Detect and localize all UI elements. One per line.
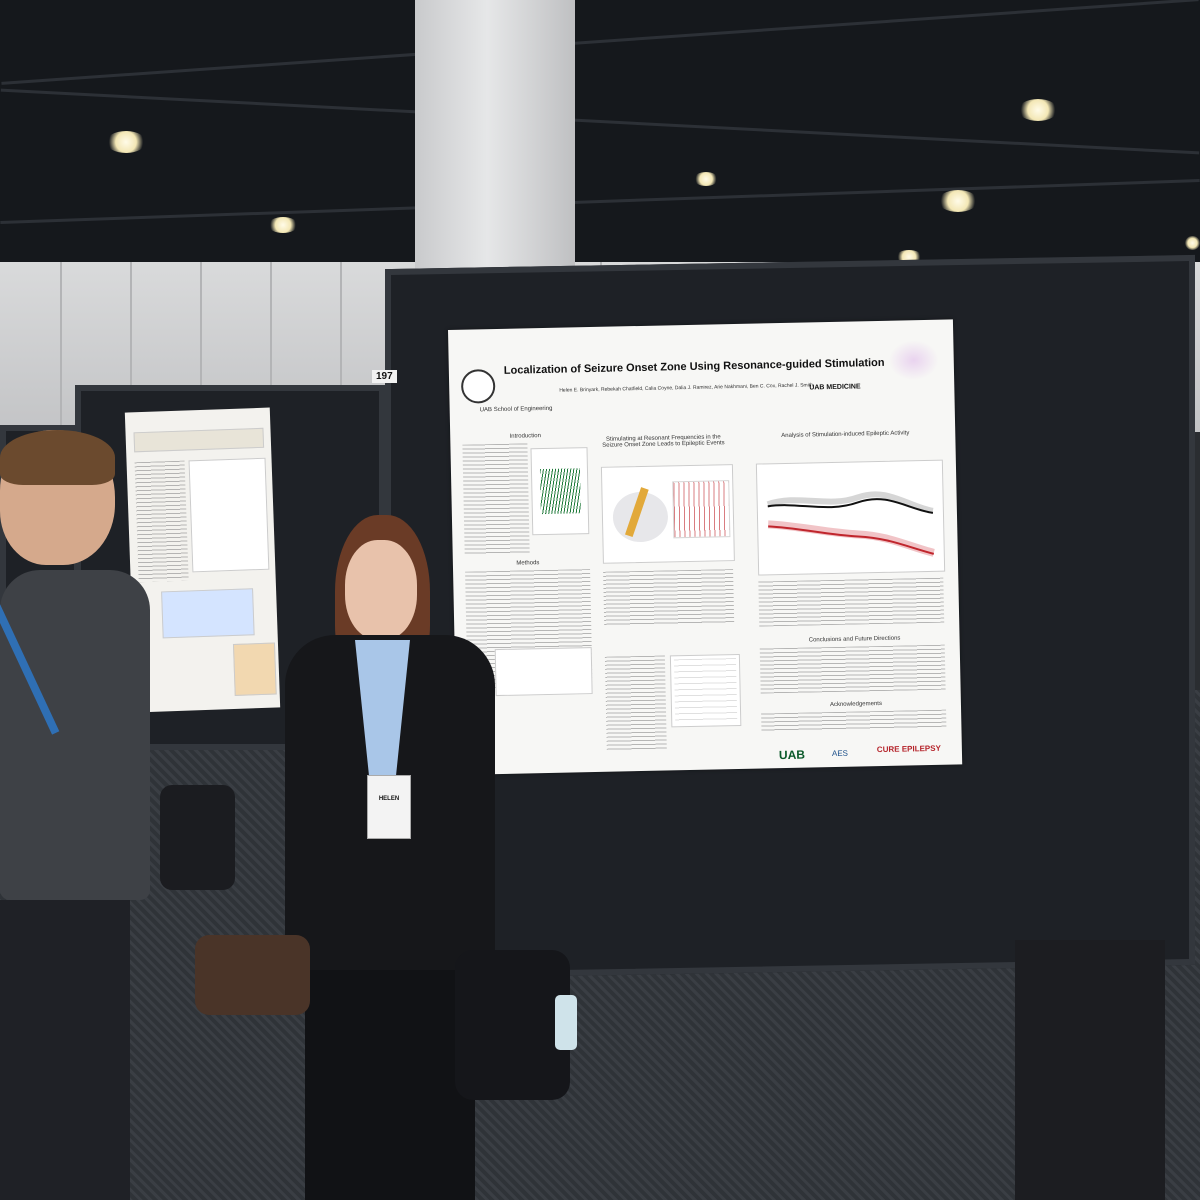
brain-resonance-figure	[600, 464, 735, 564]
ceiling-light	[268, 217, 298, 233]
neural-lab-logo-icon	[888, 339, 940, 381]
ceiling-truss	[0, 179, 1200, 224]
wall-seam	[270, 262, 272, 432]
ceiling	[0, 0, 1200, 300]
section-stim-title: Stimulating at Resonant Frequencies in t…	[602, 434, 725, 449]
man-hair	[0, 430, 115, 485]
man-sweater	[0, 570, 150, 900]
poster-left-header	[133, 427, 265, 453]
ceiling-truss	[0, 88, 1200, 155]
ceiling-light	[1018, 99, 1058, 121]
booth-number-tag: 197	[372, 370, 397, 383]
name-badge: HELEN	[367, 775, 411, 839]
ack-text	[761, 709, 947, 732]
poster-seal-icon	[460, 369, 496, 404]
man-trousers	[0, 900, 130, 1200]
results-table	[669, 653, 742, 728]
methods-diagram	[494, 647, 593, 697]
presenter-trousers	[305, 970, 475, 1200]
conclusions-text	[759, 644, 946, 694]
ceiling-light	[938, 190, 978, 212]
water-bottle	[555, 995, 577, 1050]
presenter-woman	[280, 515, 500, 1200]
wall-seam	[130, 262, 132, 432]
ceiling-light	[694, 172, 718, 186]
poster-left-heatmap	[161, 588, 255, 639]
poster-left-highlight	[232, 642, 277, 696]
section-intro-title: Introduction	[509, 433, 541, 440]
presenter-face	[345, 540, 417, 640]
section-conclusions-title: Conclusions and Future Directions	[808, 635, 901, 644]
analysis-chart-svg	[766, 491, 935, 557]
wall-seam	[60, 262, 62, 432]
stim-text	[603, 569, 735, 627]
section-analysis-title: Analysis of Stimulation-induced Epilepti…	[781, 430, 910, 440]
man-in-sweater	[0, 430, 150, 1200]
poster-school-label: UAB School of Engineering	[479, 405, 553, 414]
wall-seam	[200, 262, 202, 432]
ceiling-truss	[1, 0, 1199, 85]
analysis-chart	[755, 459, 946, 576]
ceiling-light	[106, 131, 146, 153]
analysis-text	[758, 577, 945, 627]
section-ack-title: Acknowledgements	[829, 700, 883, 709]
black-backpack	[455, 950, 570, 1100]
poster-title: Localization of Seizure Onset Zone Using…	[503, 356, 885, 377]
poster-main: Localization of Seizure Onset Zone Using…	[448, 319, 963, 775]
uab-logo: UAB	[778, 747, 806, 763]
aes-logo: AES	[831, 748, 849, 759]
poster-left-figure	[188, 457, 270, 573]
backpack-far	[160, 785, 235, 890]
leather-bag	[195, 935, 310, 1015]
visitor-legs-right	[1015, 940, 1165, 1200]
cure-epilepsy-logo: CURE EPILEPSY	[876, 743, 941, 755]
poster-medicine-label: UAB MEDICINE	[809, 383, 861, 392]
results-text	[604, 655, 667, 752]
resonance-figure	[530, 447, 590, 536]
badge-name: HELEN	[378, 796, 400, 802]
wall-seam	[340, 262, 342, 432]
ceiling-light	[1185, 236, 1200, 250]
